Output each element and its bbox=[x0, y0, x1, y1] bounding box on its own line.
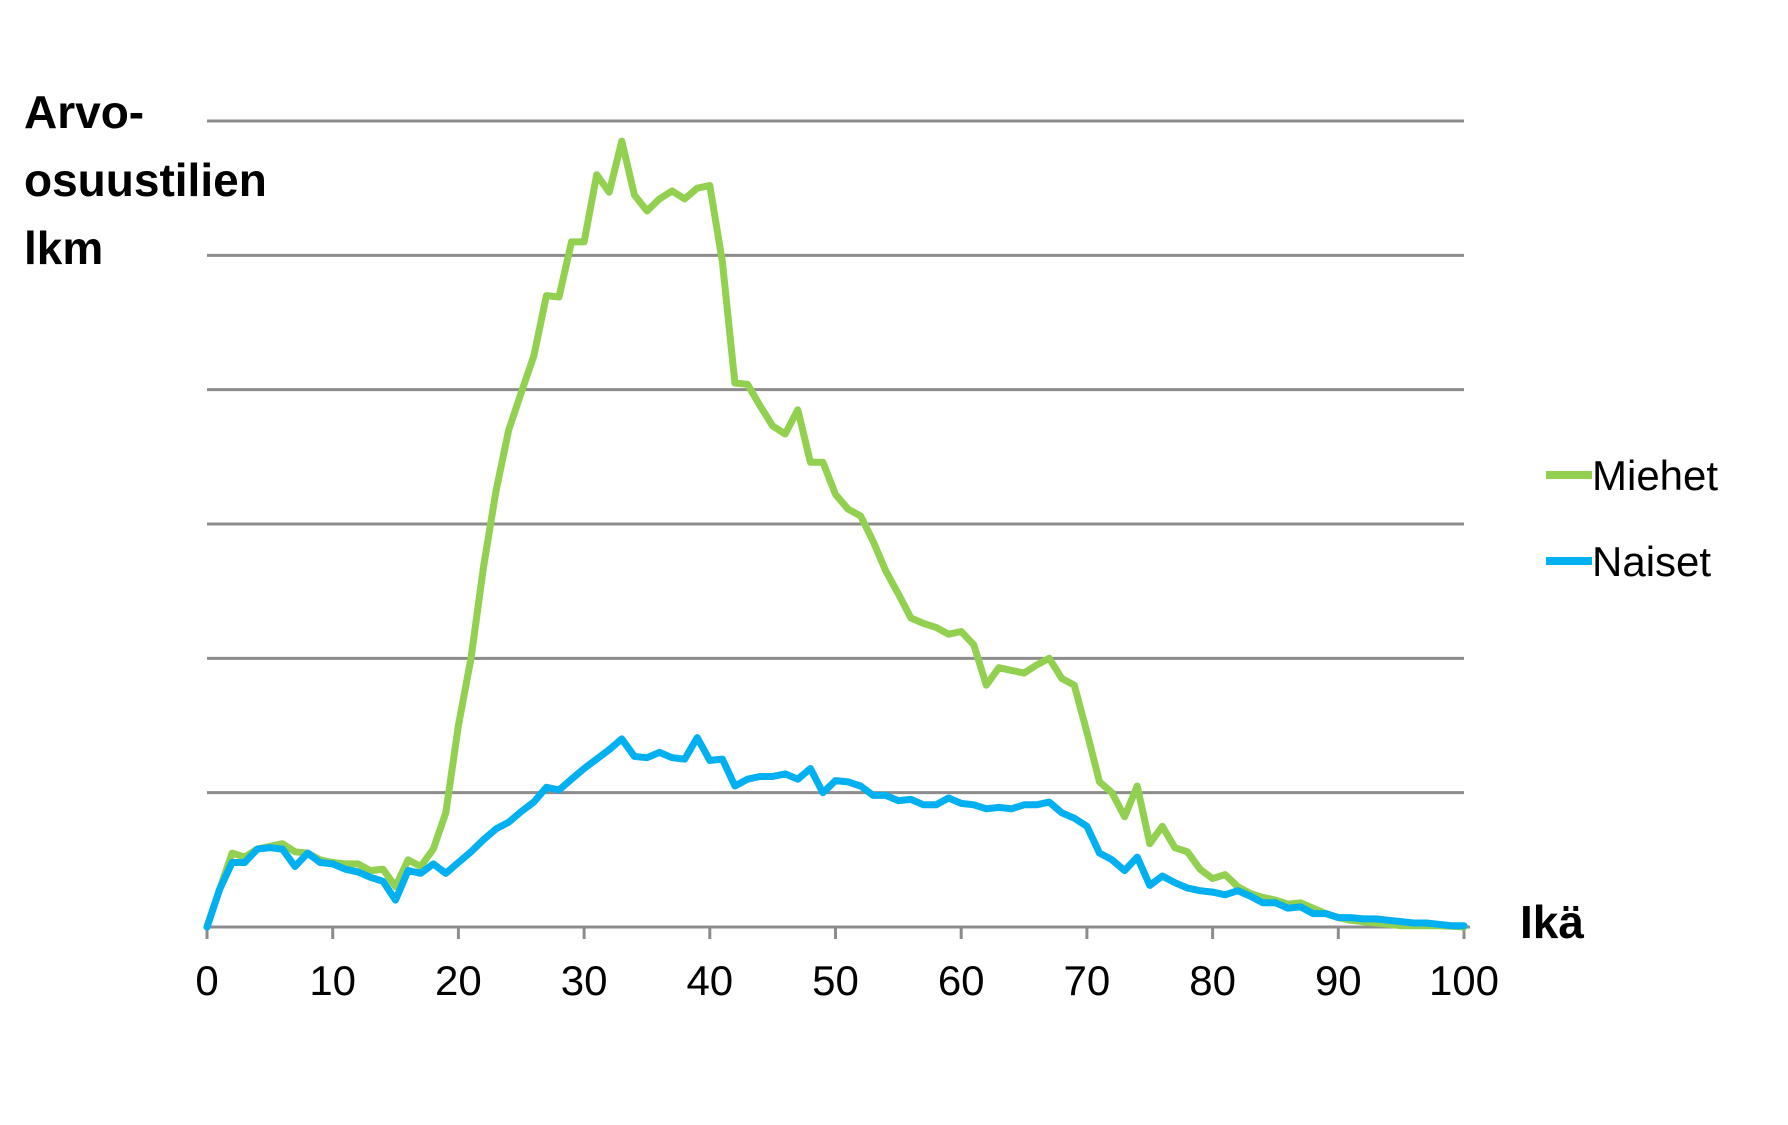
gridlines bbox=[207, 119, 1464, 795]
series-lines bbox=[203, 137, 1468, 931]
x-tick-label: 10 bbox=[309, 957, 356, 1004]
x-tick-label: 90 bbox=[1315, 957, 1362, 1004]
y-axis-title-line-1: Arvo- bbox=[24, 86, 145, 138]
y-axis-title-line-3: lkm bbox=[24, 222, 104, 274]
y-axis-title-line-2: osuustilien bbox=[24, 154, 267, 206]
legend: Miehet Naiset bbox=[1546, 452, 1718, 585]
legend-label-miehet: Miehet bbox=[1592, 452, 1718, 499]
x-tick-label: 80 bbox=[1189, 957, 1236, 1004]
x-tick-label: 70 bbox=[1064, 957, 1111, 1004]
y-axis-title: Arvo- osuustilien lkm bbox=[24, 78, 267, 282]
x-tick-label: 50 bbox=[812, 957, 859, 1004]
x-axis-title: Ikä bbox=[1520, 896, 1584, 948]
legend-label-naiset: Naiset bbox=[1592, 538, 1711, 585]
x-axis: 0 10 20 30 40 50 60 70 80 90 100 bbox=[195, 925, 1499, 1004]
x-tick-label: 100 bbox=[1429, 957, 1499, 1004]
x-tick-label: 0 bbox=[195, 957, 218, 1004]
x-tick-label: 30 bbox=[561, 957, 608, 1004]
series-line-naiset bbox=[203, 734, 1468, 931]
x-tick-label: 60 bbox=[938, 957, 985, 1004]
x-tick-label: 20 bbox=[435, 957, 482, 1004]
x-tick-label: 40 bbox=[686, 957, 733, 1004]
series-line-miehet bbox=[203, 137, 1468, 931]
